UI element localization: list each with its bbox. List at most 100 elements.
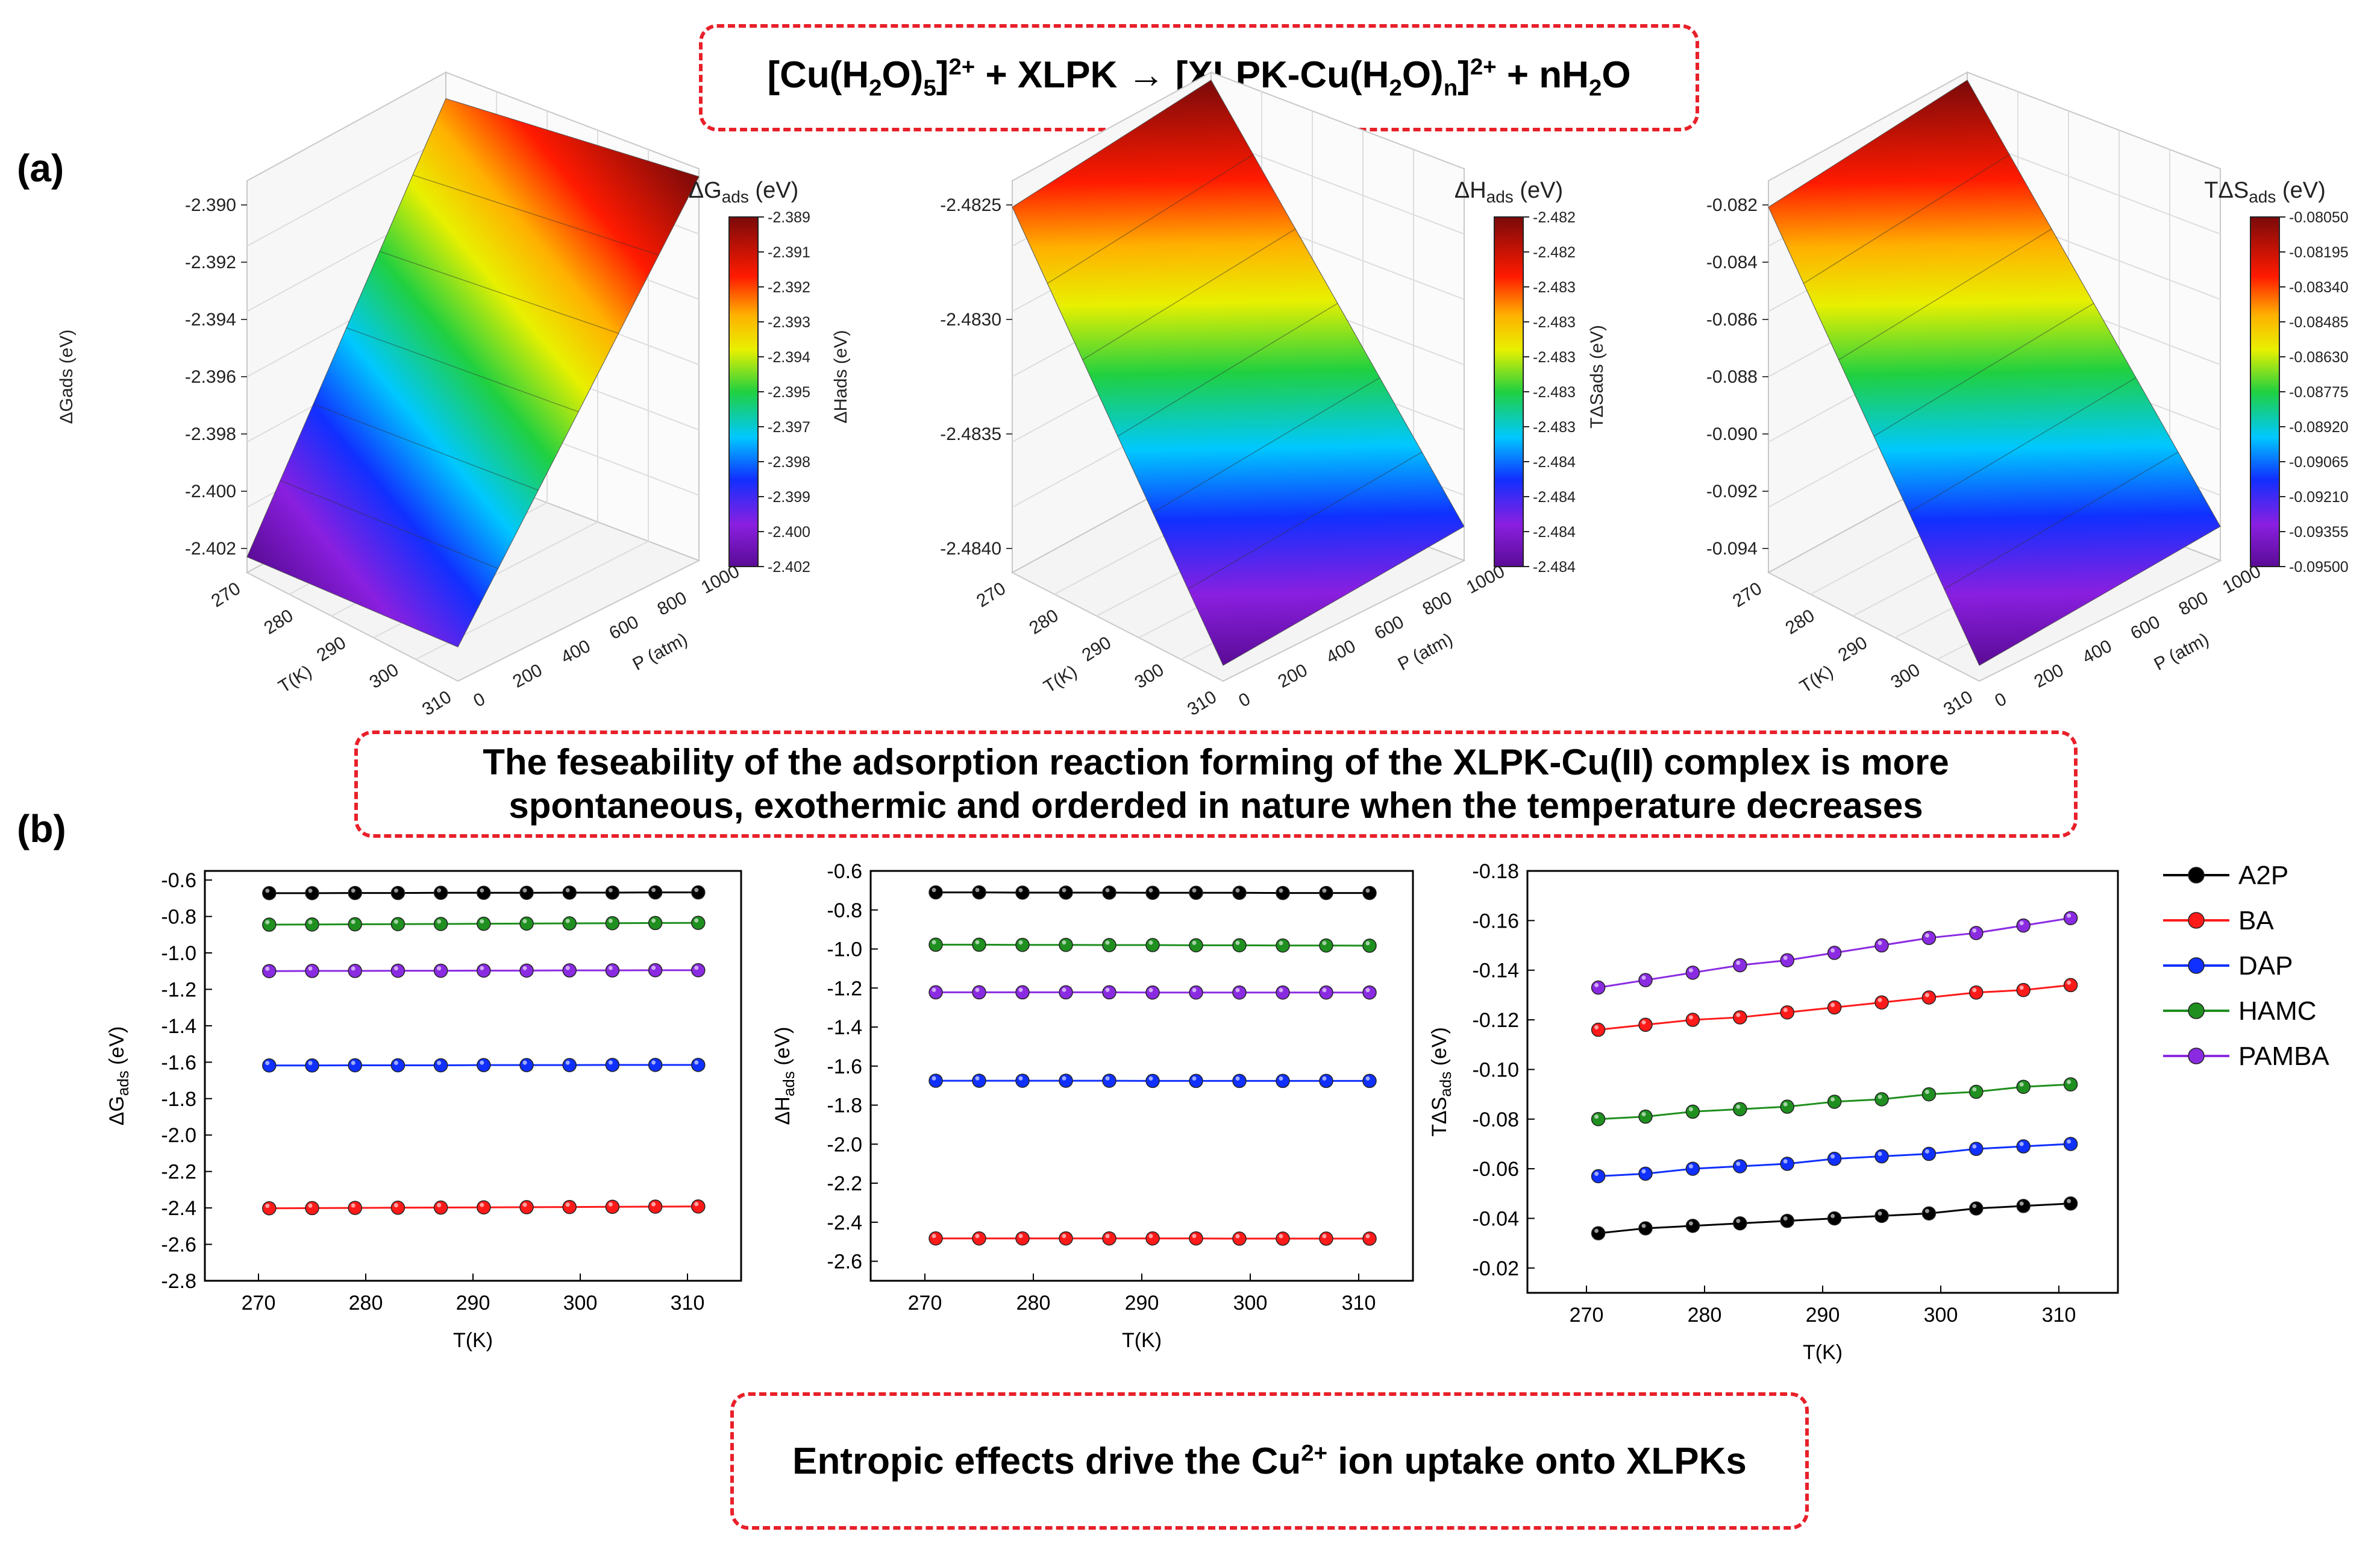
- colorbar-tick-label: -2.483: [1533, 349, 1576, 366]
- point-highlight: [932, 888, 936, 893]
- colorbar-tick-label: -2.393: [768, 314, 810, 331]
- point-highlight: [608, 1202, 613, 1207]
- colorbar-tick-label: -2.483: [1533, 384, 1576, 401]
- point-highlight: [2019, 1201, 2024, 1206]
- x-axis-label: T(K): [1803, 1341, 1843, 1364]
- y-tick-label: -0.04: [1473, 1207, 1520, 1230]
- point-highlight: [2019, 921, 2024, 926]
- point-highlight: [393, 966, 398, 971]
- point-highlight: [1018, 987, 1023, 992]
- point-highlight: [522, 966, 527, 970]
- panel-label-b: (b): [17, 807, 66, 850]
- grid-line: [246, 137, 446, 247]
- point-highlight: [1062, 888, 1066, 893]
- y-tick-label: -0.02: [1473, 1257, 1520, 1280]
- point-highlight: [1105, 1076, 1110, 1081]
- point-highlight: [1641, 1020, 1646, 1025]
- colorbar-tick-label: -2.484: [1533, 559, 1576, 576]
- y-tick-label: -2.6: [161, 1234, 196, 1257]
- point-highlight: [1148, 988, 1153, 993]
- z-tick-label: -0.090: [1706, 424, 1758, 444]
- y-tick-label: -0.6: [161, 869, 196, 892]
- x-tick-label: 270: [1570, 1304, 1604, 1327]
- point-highlight: [651, 918, 656, 923]
- point-highlight: [1736, 960, 1741, 965]
- z-tick-label: -2.4825: [940, 195, 1001, 215]
- x-axis-label: T(K): [1122, 1329, 1162, 1352]
- z-axis-label: ΔHads (eV): [831, 330, 851, 423]
- point-highlight: [1736, 1219, 1741, 1224]
- contour-line: [1873, 303, 2094, 437]
- y-tick-label: -1.8: [827, 1095, 862, 1117]
- point-highlight: [975, 1234, 980, 1239]
- point-highlight: [1877, 1152, 1882, 1157]
- point-highlight: [932, 1234, 936, 1239]
- point-highlight: [608, 888, 613, 893]
- point-highlight: [1018, 1076, 1023, 1081]
- z-tick-label: -2.4835: [940, 424, 1001, 444]
- point-highlight: [694, 1060, 699, 1065]
- point-highlight: [393, 1060, 398, 1065]
- point-highlight: [1235, 888, 1240, 893]
- point-highlight: [1688, 1107, 1693, 1111]
- point-highlight: [975, 940, 980, 944]
- point-highlight: [1594, 1228, 1599, 1233]
- colorbar-tick-label: -2.397: [768, 419, 810, 436]
- point-highlight: [1365, 988, 1370, 993]
- contour-line: [1944, 451, 2179, 589]
- point-highlight: [1641, 1112, 1646, 1117]
- point-highlight: [437, 966, 442, 971]
- z-axis-label: TΔSads (eV): [1587, 325, 1607, 429]
- point-highlight: [1688, 968, 1693, 973]
- y-tick-label: -1.6: [827, 1055, 862, 1078]
- x-tick-label: 310: [1342, 1292, 1376, 1315]
- grid-line: [1967, 137, 2221, 235]
- point-highlight: [351, 920, 355, 925]
- y-tick-label: -0.16: [1473, 910, 1520, 932]
- y-tick-label: -1.4: [827, 1016, 862, 1039]
- point-highlight: [265, 1061, 270, 1066]
- x-tick-label: 300: [563, 1292, 598, 1315]
- point-highlight: [608, 1060, 613, 1065]
- point-highlight: [1062, 940, 1066, 945]
- point-highlight: [1322, 888, 1327, 893]
- colorbar-tick-label: -0.09065: [2289, 454, 2349, 471]
- y-tick-label: -0.10: [1473, 1058, 1520, 1081]
- point-highlight: [1192, 940, 1197, 945]
- z-tick-label: -2.398: [185, 424, 236, 444]
- conclusion-text: Entropic effects drive the Cu2+ ion upta…: [792, 1439, 1747, 1482]
- y-tick-label: -2.0: [827, 1133, 862, 1156]
- contour-line: [346, 327, 579, 412]
- point-highlight: [1365, 941, 1370, 946]
- legend-label-hamc: HAMC: [2238, 996, 2317, 1026]
- z-tick-label: -2.4840: [940, 539, 1001, 559]
- point-highlight: [651, 966, 656, 970]
- colorbar-tick-label: -0.08630: [2289, 349, 2349, 366]
- colorbar-tick-label: -2.402: [768, 559, 810, 576]
- point-highlight: [694, 966, 699, 970]
- point-highlight: [1235, 1076, 1240, 1081]
- point-highlight: [975, 888, 980, 893]
- z-tick-label: -2.390: [185, 195, 236, 215]
- x-tick-label: 290: [456, 1292, 490, 1315]
- point-highlight: [1783, 955, 1788, 960]
- point-highlight: [2067, 980, 2072, 985]
- point-highlight: [1830, 1002, 1835, 1007]
- statement-line-1: The feseability of the adsorption reacti…: [483, 742, 1949, 782]
- colorbar: [1494, 216, 1524, 567]
- point-highlight: [1972, 1087, 1977, 1092]
- y-tick-label: -1.0: [827, 938, 862, 961]
- z-tick-label: -2.400: [185, 482, 236, 501]
- point-highlight: [1279, 941, 1283, 946]
- colorbar-tick-label: -2.398: [768, 454, 810, 471]
- surface: [246, 98, 700, 648]
- x-tick-label: 280: [349, 1292, 383, 1315]
- colorbar-title: TΔSads (eV): [2204, 178, 2325, 206]
- y-tick-label: -0.06: [1473, 1158, 1520, 1181]
- point-highlight: [932, 940, 936, 944]
- point-highlight: [1641, 1169, 1646, 1173]
- colorbar-tick-label: -2.392: [768, 279, 810, 296]
- point-highlight: [437, 1203, 442, 1208]
